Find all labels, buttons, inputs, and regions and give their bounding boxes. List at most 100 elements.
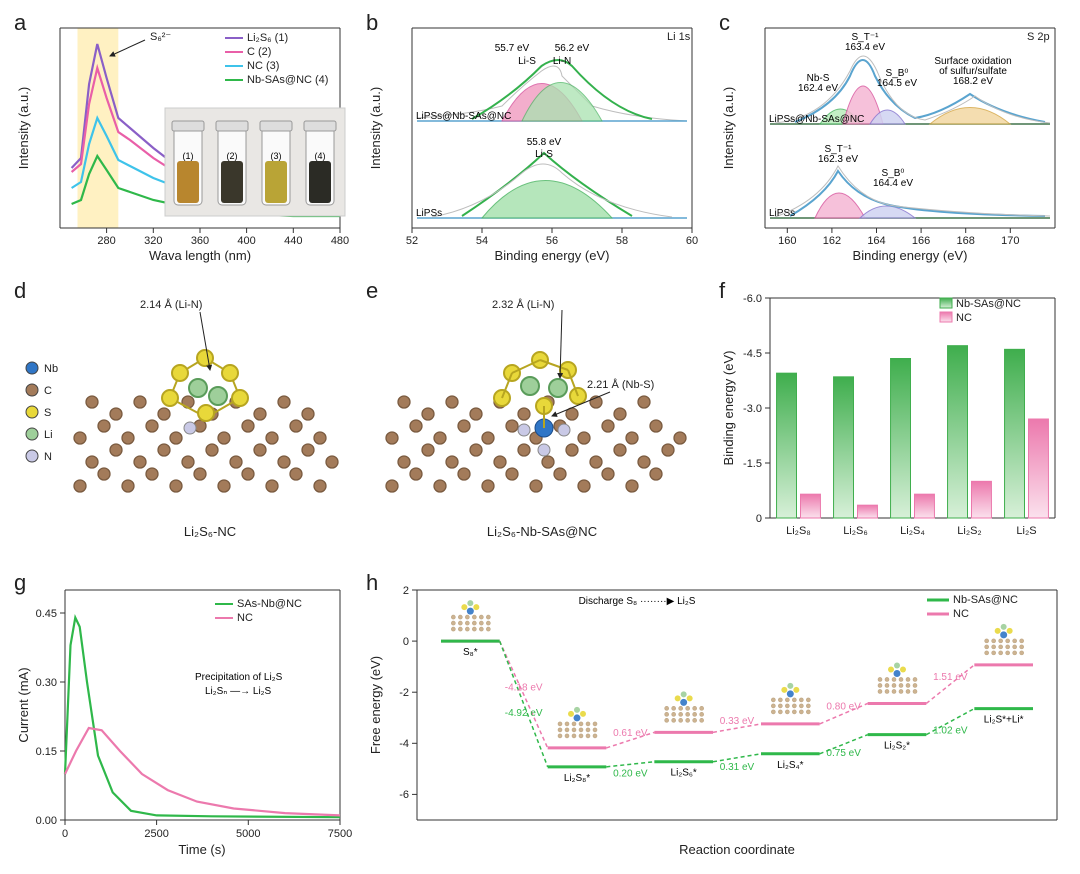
svg-text:60: 60 [686, 235, 698, 247]
ylabel-f: Binding energy (eV) [721, 351, 736, 466]
legend-li2s6: Li₂S₆ (1) [247, 32, 288, 44]
label-e: e [366, 278, 378, 304]
svg-text:Li-S: Li-S [518, 56, 536, 67]
svg-text:0.20 eV: 0.20 eV [613, 768, 648, 779]
xlabel-g: Time (s) [178, 842, 225, 857]
svg-text:54: 54 [476, 235, 488, 247]
svg-text:160: 160 [778, 235, 796, 247]
svg-text:Li₂S₆*: Li₂S₆* [671, 768, 697, 779]
svg-text:S: S [44, 407, 51, 419]
xlabel-c: Binding energy (eV) [853, 248, 968, 263]
svg-text:0.45: 0.45 [36, 608, 57, 620]
annot-e1: 2.32 Å (Li-N) [492, 298, 554, 311]
svg-text:Li₂S₂*: Li₂S₂* [884, 741, 910, 752]
svg-text:7500: 7500 [328, 828, 352, 840]
annot-s6: S₆²⁻ [150, 31, 171, 43]
ylabel-c: Intensity (a.u.) [721, 87, 736, 169]
svg-text:2500: 2500 [144, 828, 168, 840]
svg-text:400: 400 [237, 235, 255, 247]
svg-text:-6.0: -6.0 [743, 293, 762, 305]
svg-text:Li₂S₈: Li₂S₈ [786, 525, 811, 537]
panel-f-chart: 0 -1.5 -3.0 -4.5 -6.0 Li₂S₈Li₂S₆Li₂S₄Li₂… [715, 278, 1070, 558]
svg-text:Li-N: Li-N [553, 56, 571, 67]
svg-text:0.61 eV: 0.61 eV [613, 728, 648, 739]
svg-text:0.31 eV: 0.31 eV [720, 762, 755, 773]
svg-text:Nb-SAs@NC: Nb-SAs@NC [953, 594, 1018, 606]
bot-name-b: LiPSs [416, 208, 442, 219]
svg-text:166: 166 [912, 235, 930, 247]
svg-text:56.2 eV: 56.2 eV [555, 43, 590, 54]
svg-text:-4.5: -4.5 [743, 348, 762, 360]
svg-text:NC: NC [956, 312, 972, 324]
svg-text:0.00: 0.00 [36, 815, 57, 827]
title-e: Li₂S₆-Nb-SAs@NC [487, 524, 597, 539]
svg-text:162: 162 [823, 235, 841, 247]
note2-g: Li₂Sₙ —→ Li₂S [205, 686, 272, 697]
svg-text:55.8 eV: 55.8 eV [527, 137, 562, 148]
svg-text:-2: -2 [399, 687, 409, 699]
svg-text:164.4 eV: 164.4 eV [873, 178, 913, 189]
ylabel-h: Free energy (eV) [368, 656, 383, 754]
label-b: b [366, 10, 378, 36]
svg-text:0.33 eV: 0.33 eV [720, 716, 755, 727]
svg-text:-6: -6 [399, 789, 409, 801]
svg-text:164: 164 [867, 235, 885, 247]
svg-text:2: 2 [403, 585, 409, 597]
svg-text:162.3 eV: 162.3 eV [818, 154, 858, 165]
panel-g-chart: 0 2500 5000 7500 0.00 0.15 0.30 0.45 SAs… [10, 570, 355, 865]
label-h: h [366, 570, 378, 596]
svg-text:280: 280 [97, 235, 115, 247]
svg-text:Li₂S₄*: Li₂S₄* [777, 760, 803, 771]
svg-text:-4.92 eV: -4.92 eV [505, 708, 543, 719]
svg-text:163.4 eV: 163.4 eV [845, 42, 885, 53]
top-name-c: LiPSs@Nb-SAs@NC [769, 114, 864, 125]
ylabel-a: Intensity (a.u.) [16, 87, 31, 169]
note-g: Precipitation of Li₂S [195, 672, 283, 683]
svg-text:0: 0 [403, 636, 409, 648]
svg-text:320: 320 [144, 235, 162, 247]
inset-vials: (1) (2) (3) (4) [165, 108, 345, 216]
svg-text:Nb-SAs@NC: Nb-SAs@NC [956, 298, 1021, 310]
svg-text:1.51 eV: 1.51 eV [933, 672, 968, 683]
svg-text:-1.5: -1.5 [743, 458, 762, 470]
xlabel-a: Wava length (nm) [149, 248, 251, 263]
bot-name-c: LiPSs [769, 208, 795, 219]
annot-d: 2.14 Å (Li-N) [140, 298, 202, 311]
svg-text:NC: NC [237, 612, 253, 624]
svg-text:0.80 eV: 0.80 eV [826, 702, 861, 713]
svg-text:Li₂S: Li₂S [1016, 525, 1036, 537]
label-a: a [14, 10, 26, 36]
panel-c-chart: 160 162 164 166 168 170 S 2p Nb-S 162.4 … [715, 8, 1070, 268]
svg-text:S₈*: S₈* [463, 647, 478, 658]
corner-c: S 2p [1027, 31, 1050, 43]
svg-text:Li-S: Li-S [535, 149, 553, 160]
svg-text:1.02 eV: 1.02 eV [933, 726, 968, 737]
svg-text:360: 360 [191, 235, 209, 247]
svg-text:0.15: 0.15 [36, 746, 57, 758]
panel-e-structure: 2.32 Å (Li-N) 2.21 Å (Nb-S) Li₂S₆-Nb-SAs… [362, 278, 707, 558]
svg-text:162.4 eV: 162.4 eV [798, 83, 838, 94]
svg-text:(4): (4) [315, 151, 326, 161]
header-h: Discharge S₈ ········▶ Li₂S [579, 596, 696, 607]
svg-text:52: 52 [406, 235, 418, 247]
svg-text:(2): (2) [227, 151, 238, 161]
svg-text:N: N [44, 451, 52, 463]
svg-text:55.7 eV: 55.7 eV [495, 43, 530, 54]
svg-text:5000: 5000 [236, 828, 260, 840]
legend-nbsas: Nb-SAs@NC (4) [247, 74, 328, 86]
top-name-b: LiPSs@Nb-SAs@NC [416, 111, 511, 122]
svg-text:0: 0 [62, 828, 68, 840]
annot-e2: 2.21 Å (Nb-S) [587, 378, 654, 391]
svg-text:168: 168 [957, 235, 975, 247]
svg-text:0.75 eV: 0.75 eV [826, 748, 861, 759]
cluster-d [162, 350, 248, 421]
svg-text:Nb: Nb [44, 363, 58, 375]
svg-text:0: 0 [756, 513, 762, 525]
svg-text:Li₂S₆: Li₂S₆ [843, 525, 868, 537]
svg-text:Li₂S₄: Li₂S₄ [900, 525, 925, 537]
svg-text:440: 440 [284, 235, 302, 247]
svg-text:Li₂S₂: Li₂S₂ [957, 525, 981, 537]
title-d: Li₂S₆-NC [184, 524, 236, 539]
panel-a-chart: 280 320 360 400 440 480 S₆²⁻ Li₂S₆ (1) C… [10, 8, 355, 268]
svg-text:168.2 eV: 168.2 eV [953, 76, 993, 87]
